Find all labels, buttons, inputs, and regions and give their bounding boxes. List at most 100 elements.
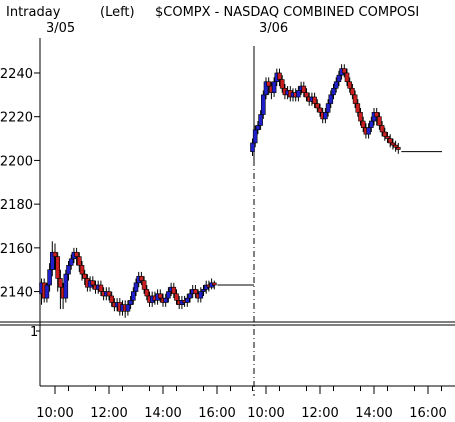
candle-down: [55, 256, 61, 279]
candle-down: [344, 72, 350, 83]
candle-up: [368, 120, 374, 128]
candle-up: [263, 81, 269, 96]
candle-down: [355, 103, 361, 113]
candle-down: [360, 120, 366, 128]
chart-mode-label: Intraday: [6, 5, 61, 20]
candle-up: [336, 74, 342, 83]
candle-up: [325, 103, 331, 113]
x-tick-label: 16:00: [198, 406, 235, 421]
candle-up: [328, 94, 334, 104]
y-tick-label: 2180: [0, 198, 33, 213]
candle-down: [277, 72, 282, 80]
candle-down: [193, 289, 198, 295]
candle-down: [374, 112, 380, 117]
volume-scale-label: 1: [30, 325, 38, 340]
candle-down: [279, 79, 285, 89]
candle-up: [252, 129, 258, 144]
candle-down: [109, 295, 114, 303]
candle-up: [260, 94, 266, 115]
candle-down: [387, 138, 393, 144]
candle-up: [366, 127, 371, 135]
candle-up: [333, 81, 339, 89]
x-tick-label: 12:00: [301, 406, 338, 421]
candle-down: [58, 278, 63, 288]
candle-up: [63, 273, 69, 299]
candle-down: [139, 275, 144, 281]
candle-down: [79, 265, 85, 275]
day2-date-label: 3/06: [259, 21, 288, 36]
candle-down: [395, 147, 401, 150]
candle-up: [198, 291, 204, 299]
candle-down: [82, 273, 87, 279]
candle-up: [49, 251, 55, 271]
candle-down: [379, 125, 385, 133]
x-tick-label: 12:00: [90, 406, 127, 421]
candle-down: [171, 286, 177, 295]
candle-down: [212, 282, 217, 286]
candle-down: [77, 256, 82, 266]
candle-down: [347, 81, 353, 89]
candle-up: [166, 291, 171, 299]
y-tick-label: 2240: [0, 67, 33, 82]
candle-down: [393, 144, 398, 148]
candle-up: [44, 284, 50, 299]
candle-down: [382, 131, 388, 137]
candle-down: [304, 92, 309, 98]
x-axis-ticks: 10:00 12:00 14:00 16:00 10:00 12:00 14:00 16:00: [36, 386, 447, 421]
candle-up: [331, 87, 336, 96]
y-tick-label: 2220: [0, 111, 33, 126]
candle-up: [47, 269, 52, 286]
candle-down: [358, 112, 363, 122]
x-tick-label: 10:00: [247, 406, 284, 421]
candle-down: [266, 81, 272, 87]
candle-up: [163, 297, 168, 303]
candle-down: [341, 68, 347, 74]
chart-title: $COMPX - NASDAQ COMBINED COMPOSI: [155, 5, 419, 20]
candle-down: [141, 280, 147, 290]
candle-up: [66, 265, 71, 275]
candle-up: [323, 112, 328, 120]
candle-up: [133, 282, 139, 292]
candle-down: [314, 103, 320, 109]
candle-down: [352, 94, 358, 104]
candle-down: [90, 280, 96, 286]
candle-up: [185, 297, 190, 303]
candle-down: [52, 251, 58, 257]
candle-up: [250, 142, 255, 152]
candle-down: [174, 293, 179, 301]
candle-up: [201, 289, 206, 292]
day1-date-label: 3/05: [46, 21, 75, 36]
candle-up: [258, 114, 263, 126]
candle-up: [131, 291, 136, 301]
candle-down: [106, 291, 112, 297]
candle-down: [312, 96, 317, 104]
y-tick-label: 2200: [0, 154, 33, 169]
y-tick-label: 2160: [0, 242, 33, 257]
candle-down: [377, 116, 382, 126]
candle-up: [68, 258, 74, 266]
candle-down: [158, 293, 163, 299]
x-tick-label: 14:00: [355, 406, 392, 421]
candle-up: [271, 81, 277, 93]
candle-up: [128, 300, 133, 305]
candle-down: [317, 107, 323, 113]
candle-down: [350, 87, 355, 96]
axis-side-label: (Left): [100, 5, 135, 20]
candle-up: [125, 304, 131, 312]
candles-layer: [39, 64, 442, 318]
candle-down: [98, 284, 104, 292]
y-tick-label: 2140: [0, 286, 33, 301]
x-tick-label: 14:00: [144, 406, 181, 421]
candle-down: [74, 251, 79, 257]
candle-down: [385, 136, 390, 139]
candle-up: [255, 125, 261, 131]
candle-up: [296, 90, 301, 98]
candle-down: [301, 85, 307, 93]
x-tick-label: 10:00: [36, 406, 73, 421]
candle-down: [390, 142, 396, 146]
y-axis-ticks: 2140 2160 2180 2200 2220 2240: [0, 67, 40, 301]
x-tick-label: 16:00: [409, 406, 446, 421]
candle-down: [144, 289, 150, 297]
candle-up: [187, 293, 193, 299]
